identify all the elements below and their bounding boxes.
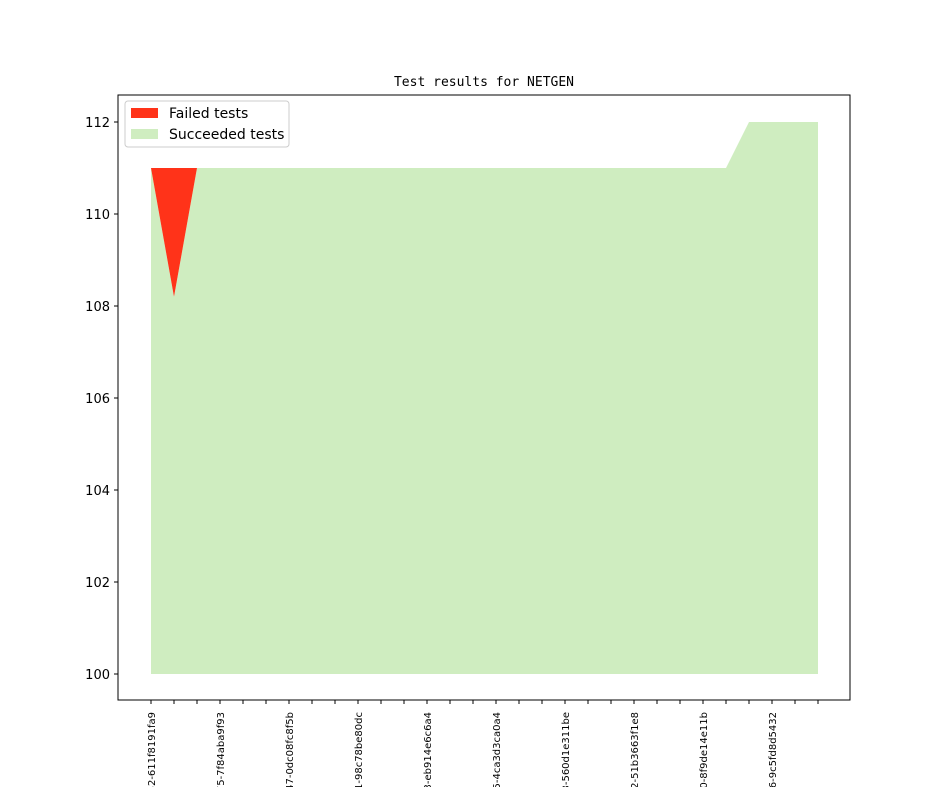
- y-tick-label: 112: [85, 116, 110, 131]
- x-tick-label: 47-0dc08fc8f5b: [285, 712, 296, 787]
- y-tick-label: 102: [85, 576, 110, 591]
- legend-box: [124, 100, 290, 148]
- legend-swatch-succeeded: [131, 129, 158, 139]
- legend-label-failed: Failed tests: [169, 106, 248, 122]
- x-tick-label: 3-eb914e6c6a4: [423, 712, 434, 787]
- x-tick-label: 46-9c5fd8d5432: [768, 712, 779, 787]
- x-tick-label: 2-51b3663f1e8: [630, 712, 641, 787]
- legend-swatch-failed: [131, 108, 158, 118]
- x-tick-label: 3-560d1e311be: [561, 712, 572, 787]
- y-tick-label: 104: [85, 484, 110, 499]
- x-tick-label: 0-8f9de14e11b: [699, 712, 710, 787]
- y-tick-label: 110: [85, 208, 110, 223]
- x-tick-label: 42-611f8191fa9: [147, 712, 158, 787]
- succeeded-area: [151, 122, 818, 674]
- y-tick-label: 106: [85, 392, 110, 407]
- legend: Failed tests Succeeded tests: [124, 100, 290, 148]
- chart-title: Test results for NETGEN: [394, 75, 574, 90]
- x-tick-label: 5-4ca3d3ca0a4: [492, 712, 503, 787]
- x-tick-label: 1-98c78be80dc: [354, 712, 365, 787]
- y-tick-label: 108: [85, 300, 110, 315]
- legend-label-succeeded: Succeeded tests: [169, 127, 284, 143]
- y-tick-label: 100: [85, 668, 110, 683]
- x-tick-label: 75-7f84aba9f93: [216, 712, 227, 787]
